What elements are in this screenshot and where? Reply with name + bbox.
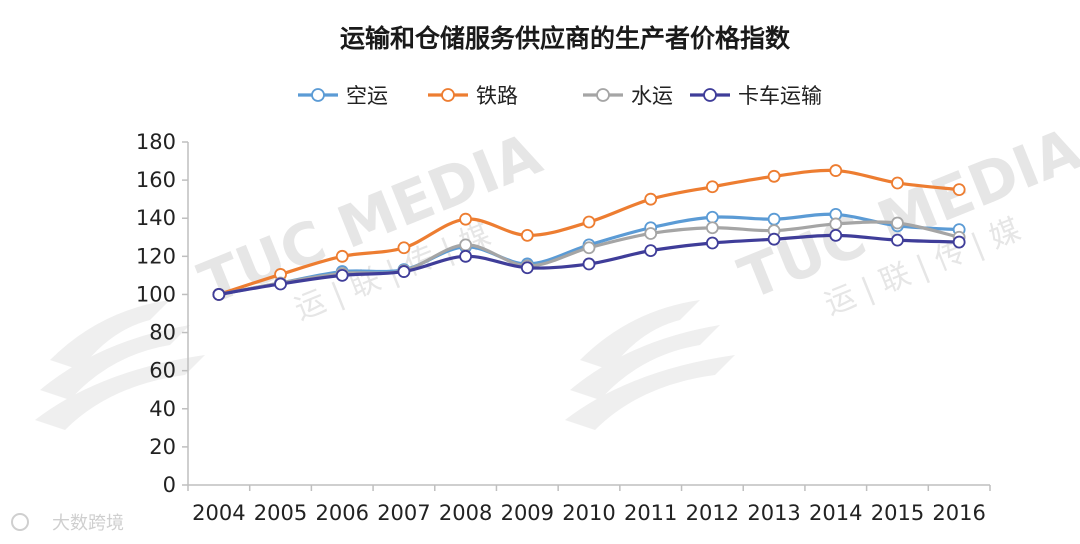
- x-tick-label: 2004: [192, 501, 245, 525]
- data-point: [459, 212, 473, 226]
- data-point: [644, 192, 658, 206]
- data-point: [397, 241, 411, 255]
- legend-marker: [596, 88, 610, 102]
- data-point: [459, 238, 473, 252]
- x-tick-label: 2015: [871, 501, 924, 525]
- data-point: [767, 169, 781, 183]
- legend-marker: [311, 88, 325, 102]
- data-point: [705, 180, 719, 194]
- x-tick-label: 2011: [624, 501, 677, 525]
- x-tick-label: 2016: [932, 501, 985, 525]
- x-tick-label: 2008: [439, 501, 492, 525]
- watermark-logo-right: [565, 300, 735, 430]
- y-tick-label: 100: [136, 282, 176, 306]
- y-tick-label: 140: [136, 206, 176, 230]
- legend-item: 空运: [298, 84, 388, 108]
- footer-credit: 大数跨境: [11, 513, 124, 534]
- data-point: [767, 212, 781, 226]
- data-point: [644, 244, 658, 258]
- y-tick-label: 120: [136, 244, 176, 268]
- data-point: [335, 268, 349, 282]
- x-tick-label: 2006: [316, 501, 369, 525]
- chart-title: 运输和仓储服务供应商的生产者价格指数: [340, 24, 791, 53]
- data-point: [829, 164, 843, 177]
- data-point: [582, 215, 596, 229]
- data-point: [952, 235, 966, 249]
- x-tick-label: 2013: [747, 501, 800, 525]
- y-tick-label: 160: [136, 168, 176, 192]
- legend-item: 水运: [583, 84, 673, 108]
- series-4: [212, 228, 966, 301]
- legend-label: 铁路: [476, 84, 518, 108]
- data-point: [705, 236, 719, 250]
- x-tick-label: 2010: [562, 501, 615, 525]
- legend-item: 铁路: [428, 84, 518, 108]
- data-point: [397, 265, 411, 278]
- y-tick-label: 60: [149, 359, 176, 383]
- data-point: [829, 217, 843, 231]
- y-tick-label: 180: [136, 130, 176, 154]
- x-tick-label: 2012: [686, 501, 739, 525]
- y-tick-label: 40: [149, 397, 176, 421]
- data-point: [705, 210, 719, 224]
- data-point: [891, 176, 904, 190]
- data-point: [829, 228, 843, 242]
- watermark-logo-left: [35, 300, 205, 430]
- y-tick-label: 80: [149, 321, 176, 345]
- legend-label: 水运: [631, 84, 673, 108]
- legend-marker: [441, 88, 455, 102]
- footer-text: 大数跨境: [52, 513, 124, 534]
- data-point: [212, 288, 226, 301]
- legend-label: 空运: [346, 84, 388, 108]
- legend-marker: [703, 88, 717, 102]
- data-point: [459, 249, 473, 263]
- legend-item: 卡车运输: [690, 84, 822, 108]
- data-point: [582, 257, 596, 271]
- legend: 空运 铁路 水运 卡车运输: [298, 84, 822, 108]
- data-point: [644, 227, 658, 240]
- legend-label: 卡车运输: [738, 84, 822, 108]
- data-point: [335, 249, 349, 263]
- x-tick-label: 2005: [254, 501, 307, 525]
- data-point: [582, 241, 596, 255]
- data-point: [891, 233, 904, 247]
- x-tick-label: 2007: [377, 501, 430, 525]
- data-point: [891, 216, 904, 230]
- y-tick-label: 20: [149, 435, 176, 459]
- data-point: [705, 221, 719, 235]
- data-point: [767, 232, 781, 246]
- y-tick-label: 0: [163, 473, 176, 497]
- plot-area: [212, 164, 966, 301]
- x-tick-label: 2009: [501, 501, 554, 525]
- data-point: [274, 277, 287, 291]
- x-tick-label: 2014: [809, 501, 862, 525]
- footer-logo-icon: [11, 513, 29, 531]
- axes: 0 20 40 60 80 100 120 140 160 180 2004 2005 2006 2007…: [136, 130, 991, 525]
- data-point: [520, 228, 534, 242]
- data-point: [952, 183, 966, 197]
- watermark: TUC MEDIA 运 | 联 | 传 | 媒 TUC MEDIA 运 | 联 …: [35, 115, 1080, 430]
- data-point: [520, 261, 534, 275]
